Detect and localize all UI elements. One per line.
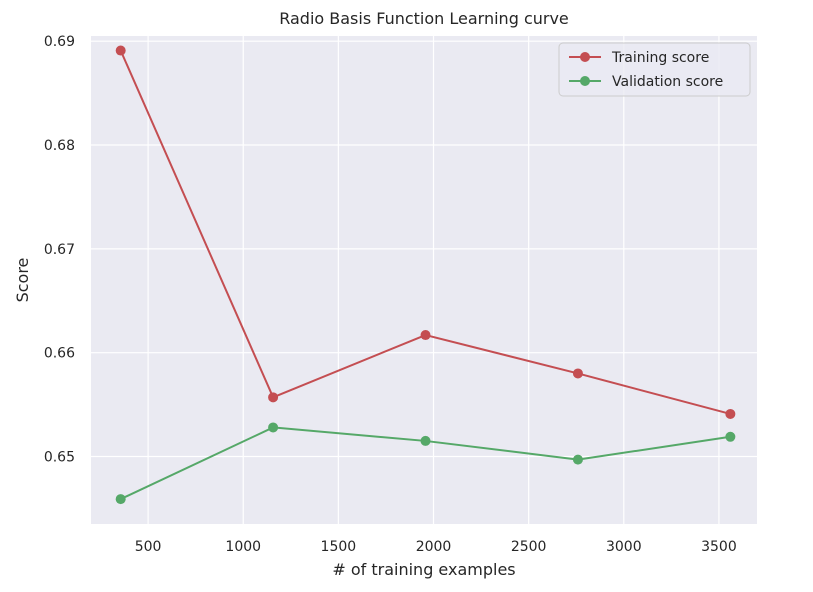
series-layer (115, 45, 736, 505)
plot-background (91, 36, 757, 524)
x-tick-label: 500 (135, 539, 162, 555)
legend: Training score Validation score (558, 42, 751, 97)
data-point (572, 368, 583, 379)
legend-box (558, 42, 751, 97)
y-tick-label: 0.65 (44, 450, 75, 466)
x-tick-label: 2000 (416, 539, 452, 555)
x-tick-label: 1000 (225, 539, 261, 555)
y-tick-label: 0.68 (44, 138, 75, 154)
legend-marker (580, 52, 590, 62)
chart-title: Radio Basis Function Learning curve (279, 9, 569, 28)
x-axis-label: # of training examples (332, 560, 515, 579)
y-tick-label: 0.69 (44, 34, 75, 50)
x-tick-label: 2500 (511, 539, 547, 555)
series (115, 45, 736, 419)
x-tick-label: 1500 (321, 539, 357, 555)
data-point (115, 494, 126, 505)
grid-lines (91, 36, 757, 524)
data-point (420, 435, 431, 446)
legend-marker (580, 76, 590, 86)
data-point (115, 45, 126, 56)
data-point (725, 431, 736, 442)
x-tick-label: 3000 (606, 539, 642, 555)
y-axis-label: Score (13, 258, 32, 303)
series (115, 422, 736, 505)
data-point (725, 408, 736, 419)
data-point (268, 422, 279, 433)
legend-label: Training score (611, 50, 709, 66)
y-tick-label: 0.66 (44, 346, 75, 362)
data-point (268, 392, 279, 403)
tick-labels: 500 1000 1500 2000 2500 3000 3500 0.65 0.66 0.67 0… (44, 34, 737, 555)
legend-label: Validation score (612, 74, 723, 90)
data-point (420, 330, 431, 341)
data-point (572, 454, 583, 465)
x-tick-label: 3500 (701, 539, 737, 555)
y-tick-label: 0.67 (44, 242, 75, 258)
